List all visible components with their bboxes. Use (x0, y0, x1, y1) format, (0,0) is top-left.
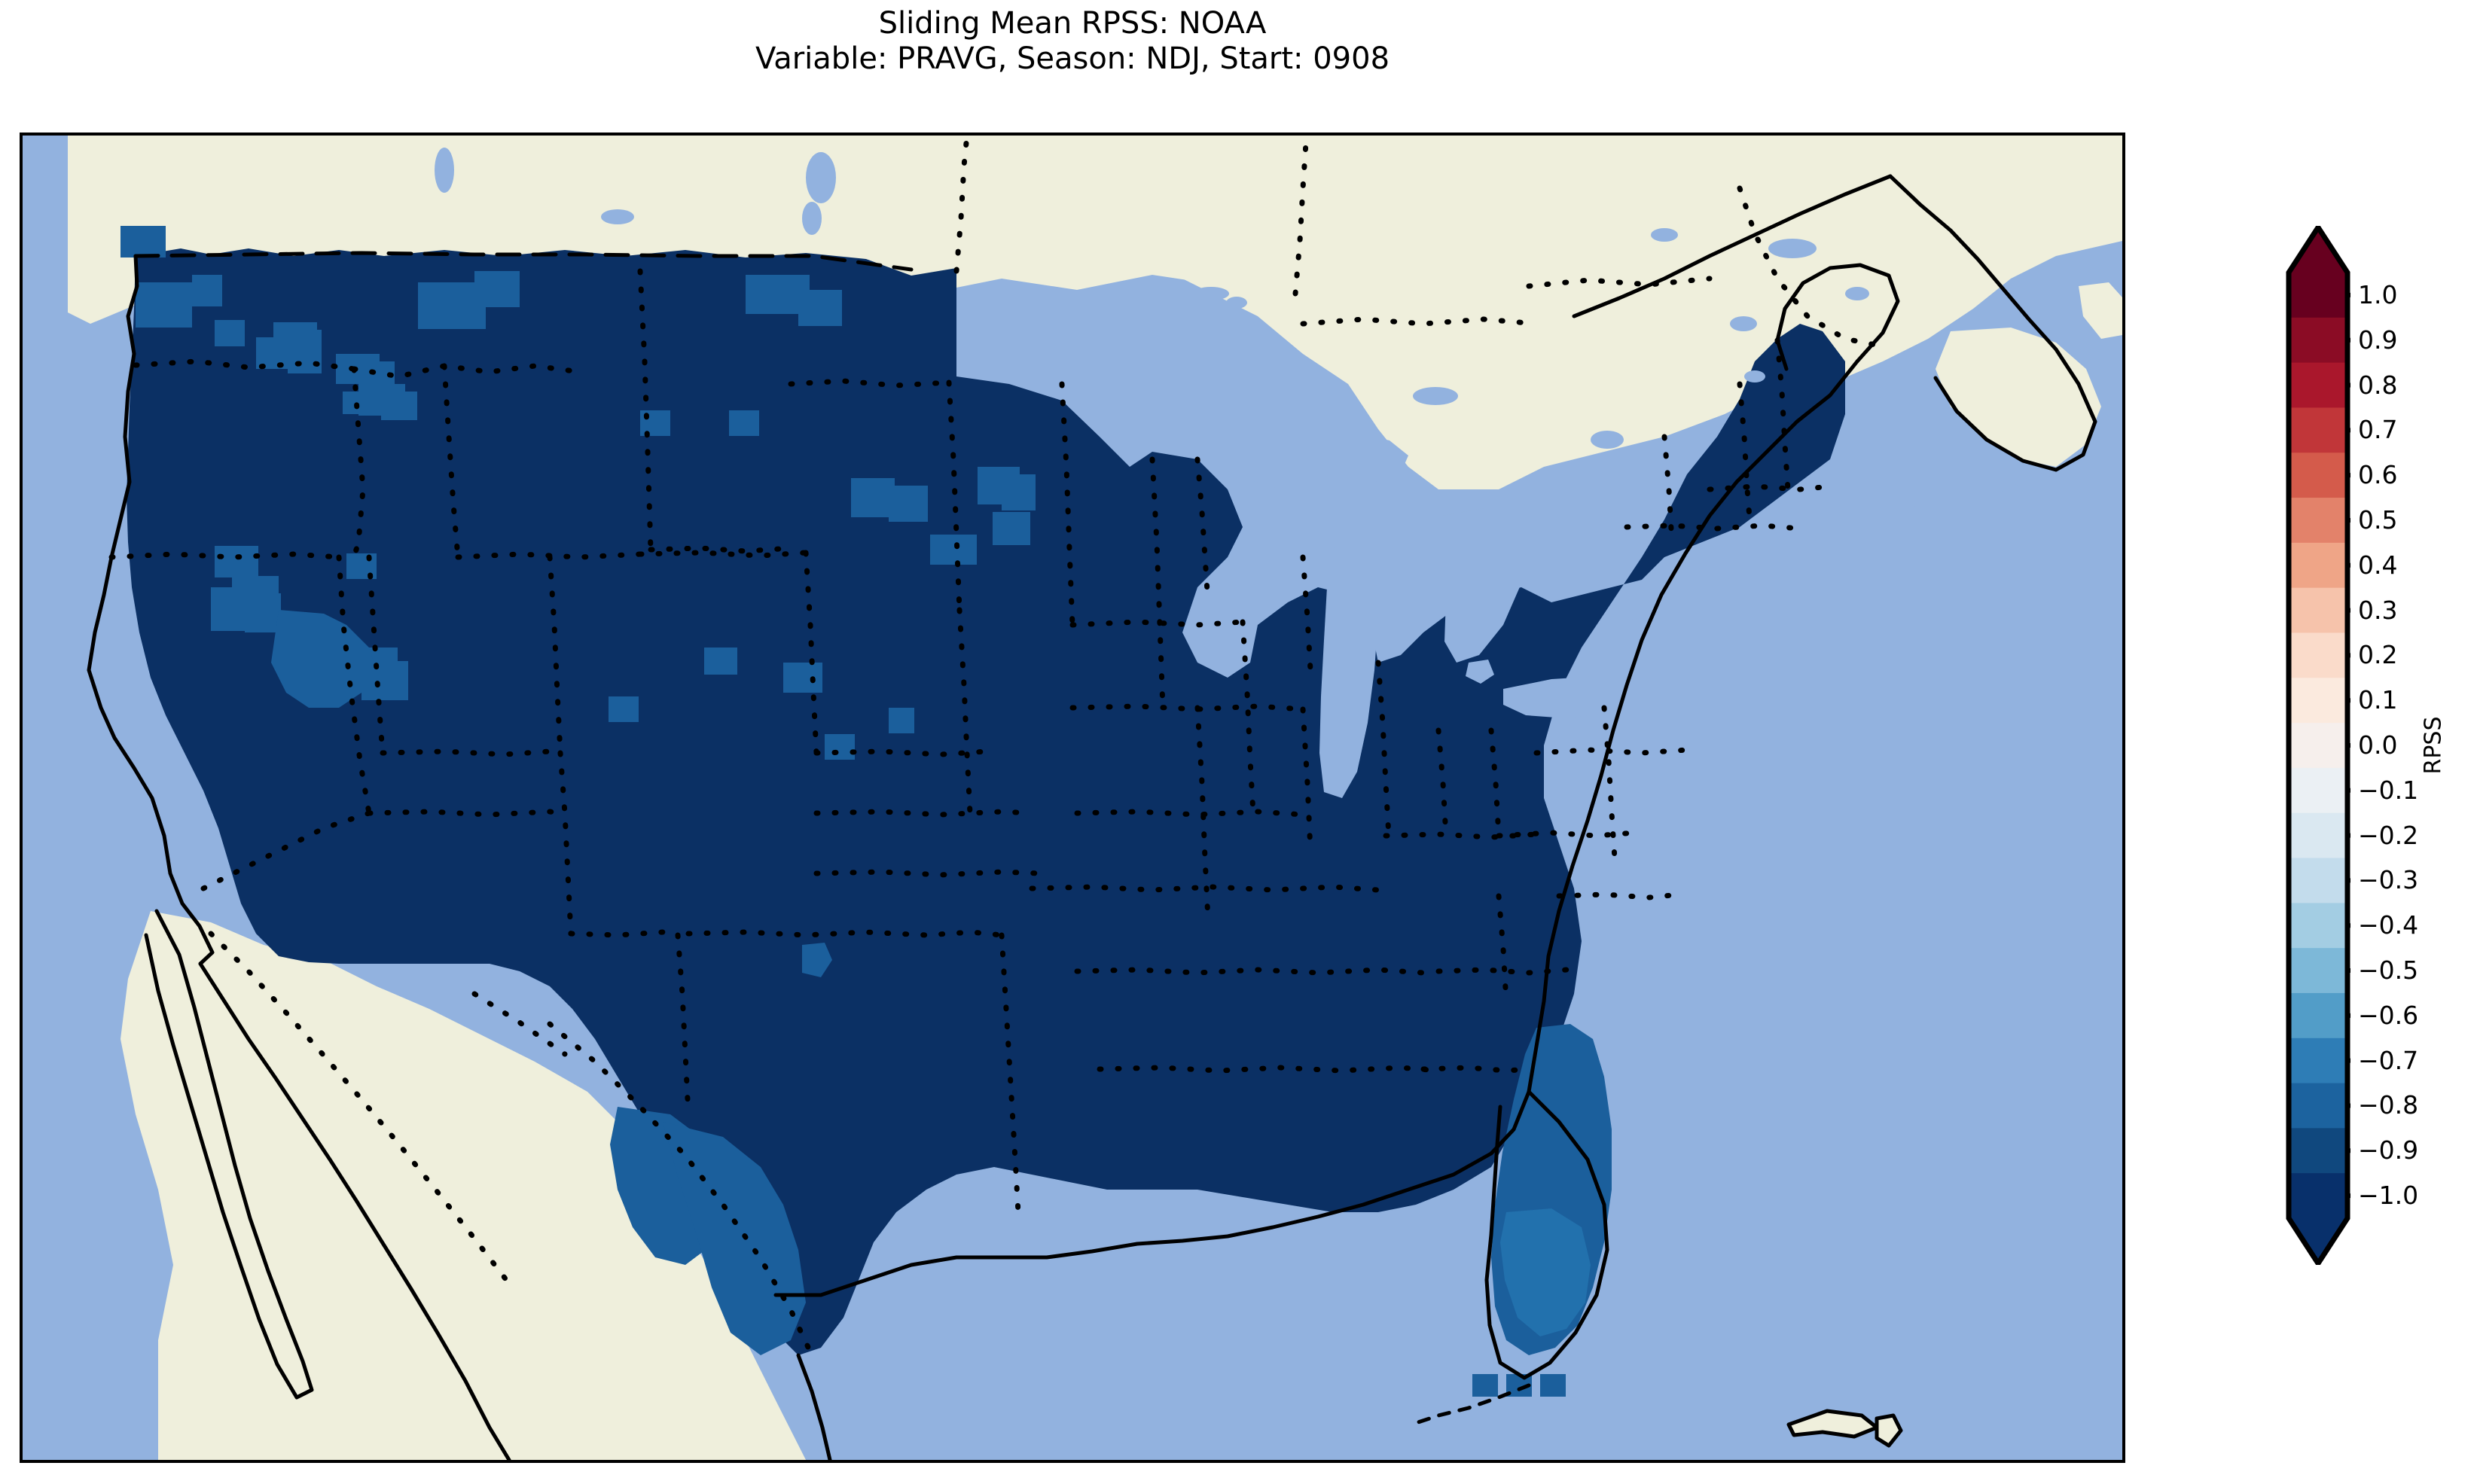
colorbar-tick-label: 0.4 (2358, 550, 2398, 580)
colorbar-tick-label: 0.7 (2358, 415, 2398, 445)
colorbar-outline (2286, 226, 2350, 1265)
colorbar-tick-label: −0.5 (2358, 955, 2419, 986)
coast-bahamas-b (1875, 1413, 1903, 1448)
colorbar-tick-label: 0.9 (2358, 325, 2398, 355)
colorbar-tick-label: −0.9 (2358, 1135, 2419, 1166)
rpss-data-layer (120, 226, 1845, 1397)
colorbar[interactable]: 1.0 0.9 0.8 0.7 0.6 0.5 0.4 0.3 0.2 0.1 0.0 −0.1 −0.… (2286, 226, 2474, 1265)
colorbar-tick-label: −0.3 (2358, 865, 2419, 895)
figure-title: Sliding Mean RPSS: NOAA Variable: PRAVG,… (0, 6, 2145, 77)
lake-superior (1199, 408, 1408, 489)
colorbar-gradient (2286, 226, 2350, 1265)
colorbar-tick-label: −1.0 (2358, 1181, 2419, 1211)
lake-erie (1503, 676, 1642, 718)
colorbar-tick-label: −0.8 (2358, 1090, 2419, 1120)
great-lakes-layer (1199, 408, 1713, 798)
colorbar-band (2289, 587, 2347, 634)
coastline-layer (87, 174, 2097, 1460)
colorbar-band (2289, 542, 2347, 589)
river-st-lawrence (1572, 174, 1893, 318)
lake-ontario (1604, 614, 1713, 651)
canada-small-lakes (435, 148, 2020, 519)
colorbar-extend-max (2289, 227, 2347, 273)
colorbar-axis-label: RPSS (2420, 716, 2447, 775)
coast-florida (1484, 1089, 1609, 1380)
colorbar-tick-label: −0.1 (2358, 775, 2419, 805)
rpss-cells-west-texas-2 (663, 1122, 806, 1355)
colorbar-tick-label: 1.0 (2358, 279, 2398, 309)
lake-huron (1442, 508, 1527, 663)
title-line-2: Variable: PRAVG, Season: NDJ, Start: 090… (755, 41, 1390, 76)
colorbar-band (2289, 273, 2347, 318)
land-canada-southeast (1077, 136, 2122, 489)
colorbar-band (2289, 1128, 2347, 1174)
colorbar-band (2289, 632, 2347, 678)
colorbar-svg (2286, 226, 2350, 1265)
lake-michigan (1319, 546, 1378, 798)
colorbar-tick-label: 0.3 (2358, 595, 2398, 625)
state-borders-layer (108, 136, 1886, 1358)
rpss-cells-mid (120, 226, 1036, 760)
rpss-cells-florida-south (1500, 1208, 1591, 1336)
coast-bahamas-a (1786, 1409, 1879, 1439)
coast-mexico-pacific (198, 961, 511, 1460)
colorbar-tick-label: 0.1 (2358, 685, 2398, 715)
border-canada-usa-west (133, 251, 914, 272)
title-line-1: Sliding Mean RPSS: NOAA (878, 6, 1267, 41)
lake-stclair (1466, 660, 1494, 684)
colorbar-band (2289, 678, 2347, 724)
colorbar-tick-label: −0.7 (2358, 1045, 2419, 1075)
colorbar-tick-labels: 1.0 0.9 0.8 0.7 0.6 0.5 0.4 0.3 0.2 0.1 0.0 −0.1 −0.… (2358, 226, 2463, 1265)
colorbar-tick-label: 0.6 (2358, 460, 2398, 490)
colorbar-band (2289, 1083, 2347, 1129)
colorbar-tick-label: 0.0 (2358, 730, 2398, 760)
land-cape-breton (2079, 282, 2122, 339)
colorbar-tick-label: 0.2 (2358, 640, 2398, 670)
colorbar-tick-label: −0.4 (2358, 910, 2419, 940)
land-mexico (120, 911, 806, 1460)
map-plot (23, 136, 2122, 1460)
rpss-cells-upper-midwest (802, 943, 832, 977)
colorbar-extend-min (2289, 1218, 2347, 1263)
colorbar-band (2289, 317, 2347, 364)
colorbar-tick-label: −0.6 (2358, 1000, 2419, 1030)
colorbar-band (2289, 812, 2347, 859)
colorbar-band (2289, 1173, 2347, 1219)
rpss-cells-keys (1472, 1374, 1566, 1397)
coast-florida-keys (1414, 1383, 1531, 1425)
colorbar-band (2289, 723, 2347, 769)
colorbar-band (2289, 767, 2347, 814)
colorbar-band (2289, 858, 2347, 904)
colorbar-band (2289, 1038, 2347, 1084)
colorbar-tick-label: 0.8 (2358, 370, 2398, 400)
colorbar-band (2289, 453, 2347, 498)
colorbar-band (2289, 903, 2347, 949)
coast-maritimes (1888, 174, 2097, 472)
coast-northeast (1775, 263, 1900, 371)
colorbar-band (2289, 498, 2347, 544)
colorbar-band (2289, 992, 2347, 1039)
coast-baja (144, 909, 314, 1400)
coast-mexico-gulf (796, 1353, 832, 1460)
colorbar-tick-label: 0.5 (2358, 504, 2398, 535)
conus-data-base (127, 248, 1845, 1355)
land-baja (152, 919, 305, 1394)
map-axes[interactable] (20, 133, 2125, 1463)
colorbar-band (2289, 362, 2347, 409)
coast-pacific (87, 254, 215, 966)
colorbar-band (2289, 407, 2347, 453)
colorbar-band (2289, 948, 2347, 994)
colorbar-tick-label: −0.2 (2358, 820, 2419, 850)
